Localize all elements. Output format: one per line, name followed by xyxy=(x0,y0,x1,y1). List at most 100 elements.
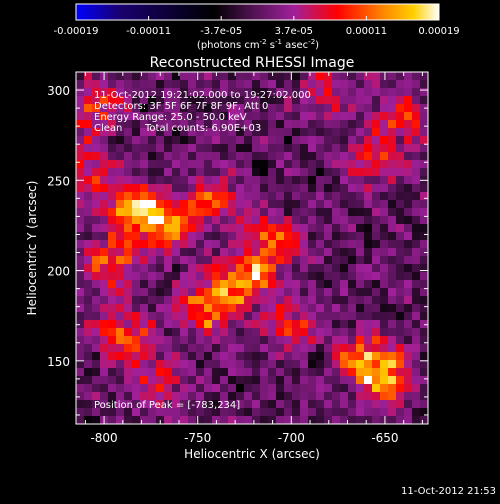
heatmap-cell xyxy=(84,344,93,353)
heatmap-cell xyxy=(420,336,429,345)
heatmap-cell xyxy=(108,168,117,177)
heatmap-cell xyxy=(148,80,157,89)
heatmap-cell xyxy=(252,136,261,145)
heatmap-cell xyxy=(156,80,165,89)
heatmap-cell xyxy=(404,368,413,377)
heatmap-cell xyxy=(420,256,429,265)
heatmap-cell xyxy=(108,416,117,425)
heatmap-cell xyxy=(308,88,317,97)
heatmap-cell xyxy=(252,344,261,353)
heatmap-cell xyxy=(260,416,269,425)
heatmap-cell xyxy=(108,256,117,265)
heatmap-cell xyxy=(396,376,405,385)
heatmap-cell xyxy=(212,176,221,185)
heatmap-cell xyxy=(268,368,277,377)
heatmap-cell xyxy=(132,352,141,361)
heatmap-cell xyxy=(84,392,93,401)
heatmap-cell xyxy=(396,312,405,321)
heatmap-cell xyxy=(332,192,341,201)
heatmap-cell xyxy=(260,336,269,345)
heatmap-cell xyxy=(140,336,149,345)
heatmap-cell xyxy=(84,144,93,153)
heatmap-cell xyxy=(404,320,413,329)
heatmap-cell xyxy=(108,120,117,129)
heatmap-cell xyxy=(356,160,365,169)
heatmap-cell xyxy=(100,168,109,177)
heatmap-cell xyxy=(132,184,141,193)
heatmap-cell xyxy=(212,256,221,265)
heatmap-cell xyxy=(260,88,269,97)
heatmap-cell xyxy=(188,88,197,97)
heatmap-cell xyxy=(380,200,389,209)
heatmap-cell xyxy=(300,368,309,377)
heatmap-cell xyxy=(204,96,213,105)
heatmap-cell xyxy=(132,328,141,337)
heatmap-cell xyxy=(372,184,381,193)
heatmap-cell xyxy=(148,392,157,401)
heatmap-cell xyxy=(252,392,261,401)
heatmap-cell xyxy=(292,136,301,145)
heatmap-cell xyxy=(324,344,333,353)
colorbar-tick-label: -0.00011 xyxy=(126,26,171,37)
heatmap-cell xyxy=(332,360,341,369)
heatmap-cell xyxy=(268,320,277,329)
heatmap-cell xyxy=(124,240,133,249)
heatmap-cell xyxy=(220,296,229,305)
heatmap-cell xyxy=(220,280,229,289)
heatmap-cell xyxy=(396,200,405,209)
heatmap-cell xyxy=(268,328,277,337)
heatmap-cell xyxy=(84,384,93,393)
heatmap-cell xyxy=(84,376,93,385)
heatmap-cell xyxy=(388,136,397,145)
heatmap-cell xyxy=(356,176,365,185)
heatmap-cell xyxy=(124,264,133,273)
heatmap-cell xyxy=(380,312,389,321)
heatmap-cell xyxy=(164,160,173,169)
heatmap-cell xyxy=(412,120,421,129)
heatmap-cell xyxy=(412,128,421,137)
heatmap-cell xyxy=(292,280,301,289)
heatmap-cell xyxy=(316,288,325,297)
heatmap-cell xyxy=(92,304,101,313)
heatmap-cell xyxy=(332,200,341,209)
heatmap-cell xyxy=(180,208,189,217)
heatmap-cell xyxy=(388,104,397,113)
heatmap-cell xyxy=(172,352,181,361)
heatmap-cell xyxy=(380,96,389,105)
heatmap-cell xyxy=(268,192,277,201)
heatmap-cell xyxy=(356,72,365,81)
heatmap-cell xyxy=(388,336,397,345)
heatmap-cell xyxy=(308,248,317,257)
heatmap-cell xyxy=(172,88,181,97)
heatmap-cell xyxy=(84,128,93,137)
heatmap-cell xyxy=(180,408,189,417)
heatmap-cell xyxy=(76,104,85,113)
heatmap-cell xyxy=(316,136,325,145)
heatmap-cell xyxy=(252,88,261,97)
heatmap-cell xyxy=(372,272,381,281)
heatmap-cell xyxy=(356,136,365,145)
heatmap-cell xyxy=(156,248,165,257)
heatmap-cell xyxy=(412,192,421,201)
heatmap-cell xyxy=(340,248,349,257)
heatmap-cell xyxy=(140,96,149,105)
heatmap-cell xyxy=(364,272,373,281)
heatmap-cell xyxy=(116,176,125,185)
heatmap-cell xyxy=(340,224,349,233)
heatmap-cell xyxy=(156,392,165,401)
heatmap-cell xyxy=(340,80,349,89)
heatmap-cell xyxy=(268,176,277,185)
heatmap-cell xyxy=(116,344,125,353)
heatmap-cell xyxy=(316,296,325,305)
heatmap-cell xyxy=(164,128,173,137)
heatmap-cell xyxy=(340,336,349,345)
heatmap-cell xyxy=(116,232,125,241)
heatmap-cell xyxy=(76,136,85,145)
heatmap-cell xyxy=(92,176,101,185)
heatmap-cell xyxy=(204,352,213,361)
heatmap-cell xyxy=(108,312,117,321)
heatmap-cell xyxy=(180,288,189,297)
heatmap-cell xyxy=(316,192,325,201)
heatmap-cell xyxy=(180,200,189,209)
